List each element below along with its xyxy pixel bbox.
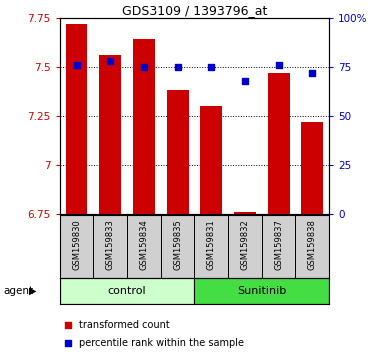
Text: transformed count: transformed count [79,320,169,330]
Point [65,322,71,328]
Point [107,58,113,64]
Bar [194,278,329,304]
Bar [99,55,121,214]
Text: ▶: ▶ [29,286,36,296]
Bar [167,90,189,214]
Text: percentile rank within the sample: percentile rank within the sample [79,338,244,348]
Point [242,78,248,84]
Point [276,62,282,68]
Text: GSM159832: GSM159832 [241,219,249,270]
Text: control: control [108,286,146,296]
Text: GSM159834: GSM159834 [139,219,148,270]
Text: GSM159835: GSM159835 [173,219,182,270]
Bar [301,122,323,214]
Text: GSM159833: GSM159833 [106,219,115,270]
Text: GSM159830: GSM159830 [72,219,81,270]
Text: agent: agent [4,286,34,296]
Bar [268,73,290,214]
Text: Sunitinib: Sunitinib [237,286,286,296]
Point [208,64,214,70]
Point [74,62,80,68]
Point [141,64,147,70]
Text: GSM159831: GSM159831 [207,219,216,270]
Text: GSM159838: GSM159838 [308,219,317,270]
Bar [234,212,256,214]
Point [309,70,315,75]
Point [65,340,71,346]
Bar [60,278,194,304]
Bar [65,24,87,214]
Bar [200,106,222,214]
Point [174,64,181,70]
Text: GSM159837: GSM159837 [274,219,283,270]
Bar [133,39,155,214]
Title: GDS3109 / 1393796_at: GDS3109 / 1393796_at [122,4,267,17]
